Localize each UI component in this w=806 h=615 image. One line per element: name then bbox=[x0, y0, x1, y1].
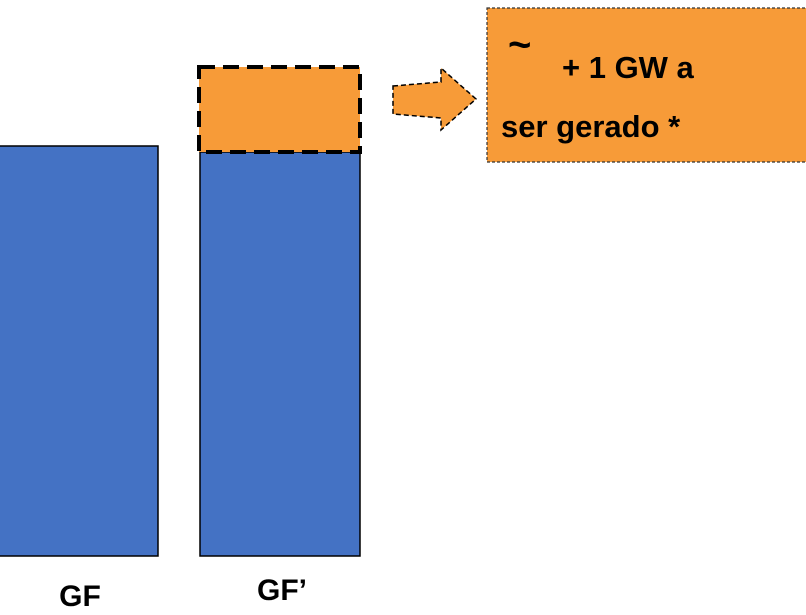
callout-line: + 1 GW a bbox=[562, 50, 695, 85]
arrow bbox=[392, 66, 478, 132]
callout-line: ser gerado * bbox=[501, 109, 681, 144]
added-segment bbox=[197, 65, 362, 154]
bar-label: GF bbox=[59, 580, 101, 613]
callout-symbol: ~ bbox=[508, 23, 531, 67]
bar-gf bbox=[0, 145, 159, 557]
bar-label: GF’ bbox=[257, 574, 307, 607]
callout-box bbox=[486, 7, 806, 163]
bar-gf-prime bbox=[199, 151, 361, 557]
